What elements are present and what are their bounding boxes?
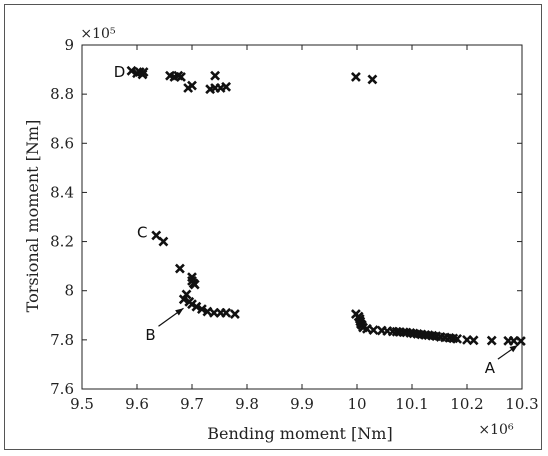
- x-tick-label: 10: [347, 395, 366, 413]
- data-point-marker: [367, 74, 378, 85]
- data-point-marker: [229, 309, 240, 319]
- x-axis-title: Bending moment [Nm]: [207, 424, 392, 443]
- data-point-marker: [189, 279, 200, 290]
- data-point-marker: [181, 289, 192, 300]
- data-point-marker: [468, 335, 479, 346]
- data-point-marker: [221, 307, 232, 318]
- data-point-marker: [158, 236, 169, 247]
- x-tick-label: 9.5: [70, 395, 94, 413]
- x-tick-label: 9.9: [290, 395, 314, 413]
- data-point-marker: [452, 333, 463, 344]
- y-axis-title: Torsional moment [Nm]: [23, 120, 42, 313]
- data-point-marker: [350, 72, 361, 82]
- annotation-arrow-head: [509, 345, 518, 353]
- data-point-marker: [486, 335, 497, 346]
- x-tick-label: 10.3: [505, 395, 538, 413]
- y-axis-ticks: 7.6 7.8 8 8.2 8.4 8.6 8.8 9: [50, 36, 522, 398]
- annotations: D C B A: [114, 63, 519, 377]
- annotation-label-a: A: [485, 359, 496, 377]
- data-point-marker: [221, 81, 232, 92]
- x-tick-label: 9.7: [180, 395, 204, 413]
- annotation-label-c: C: [137, 223, 147, 241]
- x-tick-label: 9.6: [125, 395, 149, 413]
- annotation-arrow-head: [175, 308, 184, 316]
- figure-frame: [4, 4, 542, 450]
- y-tick-label: 8.8: [50, 85, 74, 103]
- data-point-marker: [191, 301, 202, 312]
- annotation-label-b: B: [145, 326, 155, 344]
- y-tick-label: 7.6: [50, 380, 74, 398]
- annotation-label-d: D: [114, 63, 126, 81]
- x-exponent-label: ×10⁶: [478, 422, 514, 438]
- x-tick-label: 10.1: [395, 395, 428, 413]
- data-point-marker: [515, 336, 526, 347]
- y-tick-label: 9: [64, 36, 74, 54]
- data-point-marker: [126, 65, 137, 76]
- data-point-marker: [187, 80, 197, 91]
- x-axis-ticks: 9.5 9.6 9.7 9.8 9.9 10 10.1 10.2 10.3: [70, 45, 539, 413]
- data-point-marker: [178, 294, 189, 305]
- y-tick-label: 8.4: [50, 183, 74, 201]
- y-tick-label: 8.6: [50, 134, 74, 152]
- data-point-marker: [138, 67, 149, 77]
- data-point-marker: [196, 304, 207, 315]
- data-point-marker: [174, 263, 185, 274]
- data-point-marker: [176, 72, 186, 82]
- y-tick-label: 8: [64, 282, 74, 300]
- y-tick-label: 8.2: [50, 233, 74, 251]
- data-point-marker: [210, 70, 221, 81]
- data-point-marker: [368, 325, 379, 335]
- data-points: [126, 65, 526, 347]
- x-tick-label: 10.2: [450, 395, 483, 413]
- y-exponent-label: ×10⁵: [80, 26, 116, 42]
- x-tick-label: 9.8: [235, 395, 259, 413]
- y-tick-label: 7.8: [50, 331, 74, 349]
